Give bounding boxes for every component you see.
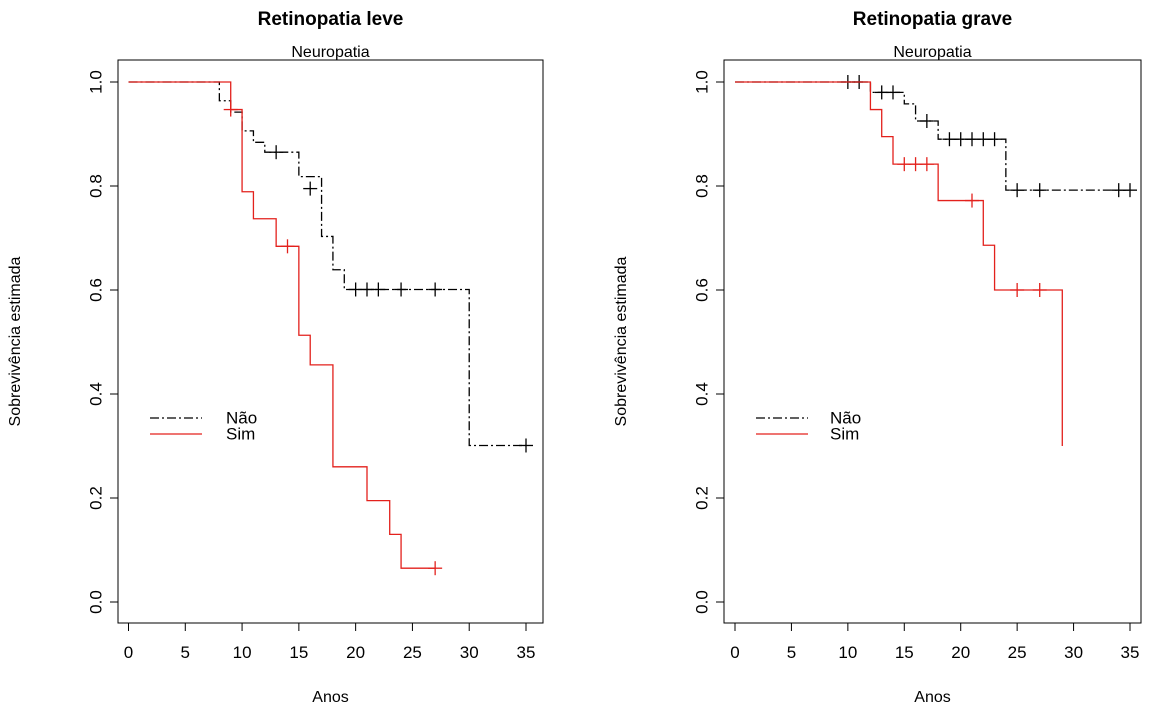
chart-panel-2: Retinopatia grave Neuropatia 0 5 10 15 20 25 30 3… [613,9,1142,706]
series-n-o [735,75,1137,198]
chart-panel-1: Retinopatia leve Neuropatia 0 5 10 15 20 25 30 35… [7,9,544,706]
x-tick-label: 20 [951,643,970,662]
y-tick-label: 0.4 [87,382,106,406]
legend-entry: Não [830,409,861,428]
x-tick-label: 35 [517,643,536,662]
x-tick-label: 5 [181,643,190,662]
x-tick-label: 0 [730,643,739,662]
censor-mark [1010,283,1025,297]
x-axis: 0 5 10 15 20 25 30 35 [124,622,536,662]
x-tick-label: 5 [787,643,796,662]
censor-mark [1123,183,1137,198]
x-axis: 0 5 10 15 20 25 30 35 [730,622,1140,662]
y-axis-label: Sobrevivência estimada [613,256,630,426]
censor-mark [269,145,284,160]
x-tick-label: 15 [895,643,914,662]
x-tick-label: 10 [233,643,252,662]
censor-mark [371,282,386,297]
censor-mark [919,114,934,128]
censor-mark [919,157,934,172]
y-tick-label: 0.6 [87,278,106,302]
censor-mark [394,282,409,297]
survival-curve [128,81,526,447]
x-tick-label: 10 [838,643,857,662]
censor-mark [965,193,979,208]
censor-mark [1032,183,1047,198]
y-tick-label: 0.2 [693,486,712,510]
legend-entry: Não [226,409,257,428]
chart-subtitle: Neuropatia [893,44,971,61]
censor-mark [428,561,443,576]
censor-mark [1032,283,1047,297]
chart-subtitle: Neuropatia [291,44,369,61]
censor-mark [1010,183,1025,198]
legend-entry: Sim [226,425,255,444]
legend-entry: Sim [830,425,859,444]
x-tick-label: 25 [1008,643,1027,662]
censor-mark [519,438,533,453]
series-n-o [128,81,533,453]
censor-mark [303,181,318,196]
censor-mark [280,239,295,254]
chart-title: Retinopatia leve [258,9,404,30]
x-tick-label: 30 [460,643,479,662]
y-axis-label: Sobrevivência estimada [7,256,24,426]
y-tick-label: 0.2 [87,486,106,510]
plot-frame [723,59,1142,624]
y-tick-label: 1.0 [693,70,712,94]
survival-curve [735,81,1130,191]
y-tick-label: 0.4 [693,382,712,406]
series-sim [128,81,443,576]
survival-curve [735,81,1063,446]
y-tick-label: 0.8 [693,174,712,198]
x-tick-label: 20 [346,643,365,662]
censor-mark [223,102,238,117]
y-tick-label: 0.0 [87,590,106,614]
censor-mark [886,85,900,100]
series-sim [735,81,1063,446]
plot-frame [117,59,544,624]
x-axis-label: Anos [914,689,950,706]
y-tick-label: 0.6 [693,278,712,302]
x-axis-label: Anos [312,689,348,706]
x-tick-label: 15 [289,643,308,662]
survival-curve [128,81,436,569]
y-tick-label: 0.8 [87,174,106,198]
x-tick-label: 30 [1064,643,1083,662]
chart-title: Retinopatia grave [853,9,1012,30]
censor-mark [987,132,1002,147]
y-tick-label: 0.0 [693,590,712,614]
y-axis: 0.0 0.2 0.4 0.6 0.8 1.0 [87,70,119,614]
x-tick-label: 25 [403,643,422,662]
x-tick-label: 0 [124,643,133,662]
y-tick-label: 1.0 [87,70,106,94]
censor-mark [428,282,443,297]
y-axis: 0.0 0.2 0.4 0.6 0.8 1.0 [693,70,725,614]
x-tick-label: 35 [1121,643,1140,662]
